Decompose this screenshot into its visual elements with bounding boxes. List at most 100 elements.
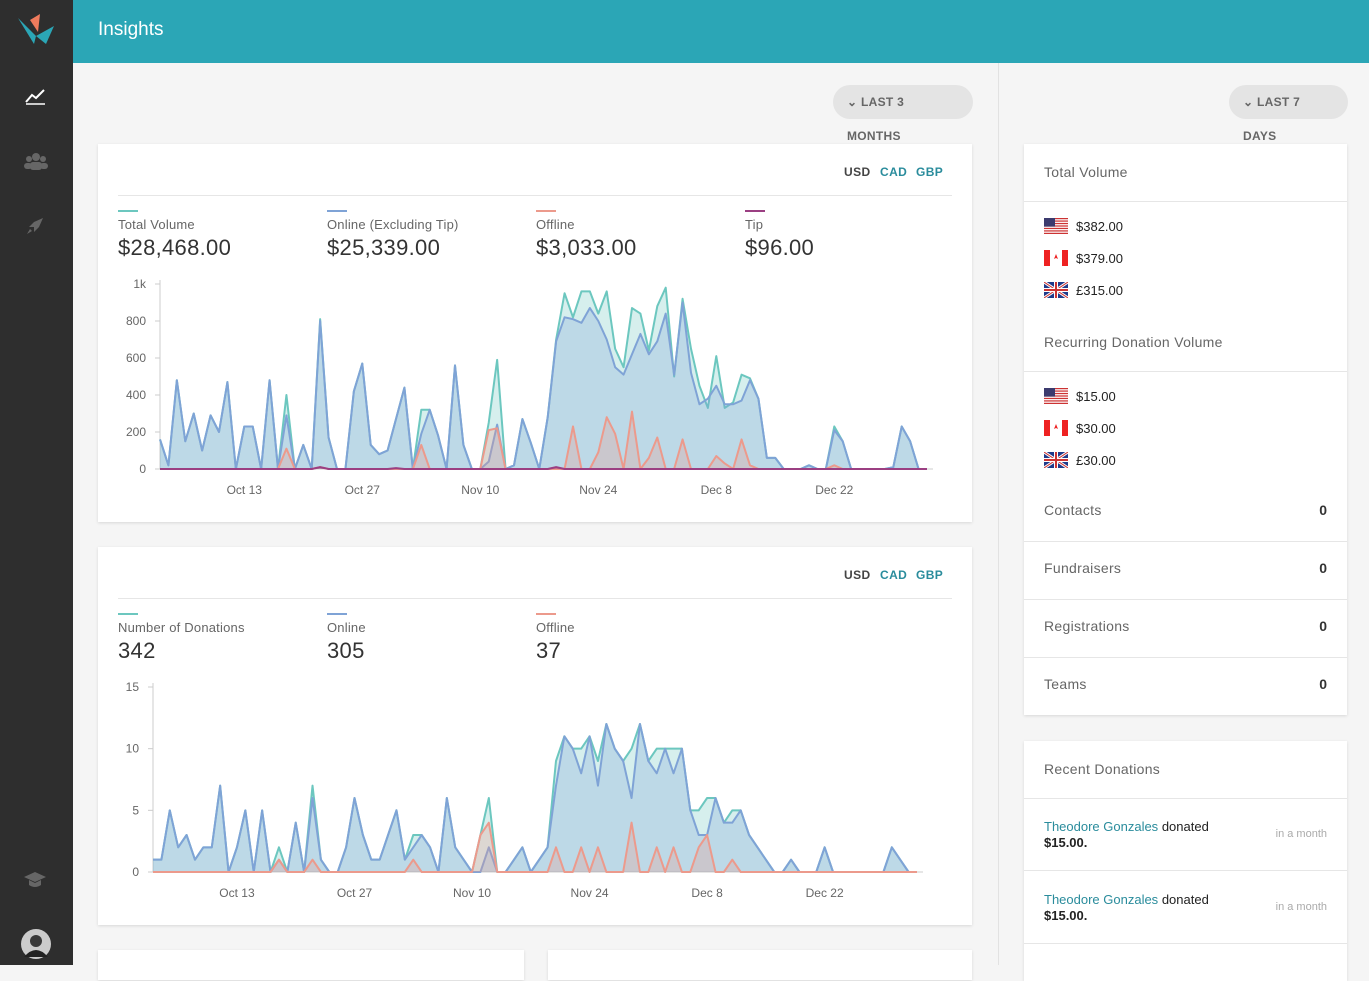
divider (1024, 943, 1347, 944)
total-value: $25,339.00 (327, 235, 441, 260)
donation-time: in a month (1275, 901, 1327, 913)
x-tick-label: Oct 13 (227, 483, 263, 497)
donor-link[interactable]: Theodore Gonzales (1044, 892, 1159, 907)
divider (1024, 657, 1347, 658)
flag (1044, 388, 1068, 404)
total-value: $28,468.00 (118, 235, 232, 260)
divider (1024, 371, 1347, 372)
series-line (160, 466, 927, 470)
currency-row: $382.00 (1044, 218, 1123, 234)
total-value: 342 (118, 638, 156, 663)
panel-title: Recent Donations (1044, 761, 1161, 777)
divider (1024, 201, 1347, 202)
count-label: Registrations (1044, 618, 1130, 634)
y-tick-label: 10 (126, 742, 140, 756)
legend-swatch (745, 210, 765, 212)
contacts-icon[interactable] (24, 152, 48, 170)
divider (1024, 599, 1347, 600)
legend-swatch (118, 210, 138, 212)
y-tick-label: 5 (132, 803, 139, 817)
summary-panel: Total Volume $382.00 $379.00 £315.00 Recur… (1024, 144, 1347, 715)
currency-toggle[interactable]: USD (844, 165, 871, 179)
y-tick-label: 200 (126, 425, 146, 439)
area-fill (160, 287, 927, 469)
chart: 0 5 10 15 Oct 13 Oct 27 Nov 10 Nov 24 Dec 8 Dec 2… (126, 680, 923, 900)
x-tick-label: Dec 8 (691, 886, 723, 900)
recent-donations: Recent Donations Theodore Gonzales donat… (1024, 741, 1347, 981)
legend-label: Online (Excluding Tip) (327, 217, 459, 232)
amount: $15.00 (1076, 388, 1116, 404)
currency-toggle[interactable]: USD (844, 568, 871, 582)
side-range-filter[interactable]: ⌄ LAST 7 DAYS (1229, 85, 1348, 143)
currency-toggle[interactable]: GBP (916, 165, 944, 179)
learn-icon[interactable] (24, 872, 46, 888)
amount: $30.00 (1076, 420, 1116, 436)
flag (1044, 452, 1068, 468)
donation-amount: $15.00. (1044, 908, 1088, 923)
panel-title: Total Volume (1044, 164, 1128, 180)
legend-label: Offline (536, 217, 575, 232)
divider (118, 598, 952, 599)
count-label: Contacts (1044, 502, 1102, 518)
column-divider (998, 63, 999, 965)
range-filter[interactable]: ⌄ LAST 3 MONTHS (833, 85, 973, 143)
avatar[interactable] (21, 929, 51, 959)
currency-row: $30.00 (1044, 420, 1116, 436)
amount: $379.00 (1076, 250, 1123, 266)
series-line (159, 301, 927, 470)
area-fill (153, 724, 917, 872)
legend-label: Online (327, 620, 366, 635)
total-value: 37 (536, 638, 562, 663)
total-value: $96.00 (745, 235, 815, 260)
donation-verb: donated (1161, 892, 1209, 907)
x-tick-label: Oct 13 (219, 886, 255, 900)
y-tick-label: 400 (126, 388, 146, 402)
donations-card: USD CAD GBP Number of Donations 342 Online 305… (98, 547, 972, 925)
currency-toggle[interactable]: CAD (880, 568, 908, 582)
card (98, 950, 524, 980)
x-tick-label: Dec 22 (815, 483, 853, 497)
y-tick-label: 0 (132, 865, 139, 879)
y-tick-label: 800 (126, 314, 146, 328)
insights-icon[interactable] (25, 87, 47, 105)
volume-card: USD CAD GBP Total Volume $28,468.00 Online (E… (98, 144, 972, 522)
total-value: $3,033.00 (536, 235, 637, 260)
count-value: 0 (1319, 618, 1327, 634)
currency-row: $379.00 (1044, 250, 1123, 266)
series-line (153, 821, 917, 873)
x-tick-label: Nov 24 (579, 483, 617, 497)
logo[interactable] (16, 14, 56, 46)
side-range-filter-label: LAST 7 DAYS (1243, 95, 1301, 143)
legend-swatch (536, 210, 556, 212)
currency-toggle[interactable]: GBP (916, 568, 944, 582)
card (548, 950, 972, 980)
donation-text: Theodore Gonzales donated $15.00. (1044, 819, 1244, 851)
series-line (153, 723, 917, 873)
currency-toggle[interactable]: CAD (880, 165, 908, 179)
range-filter-label: LAST 3 MONTHS (847, 95, 905, 143)
legend-label: Total Volume (118, 217, 195, 232)
donation-amount: $15.00. (1044, 835, 1088, 850)
legend-swatch (327, 613, 347, 615)
campaigns-icon[interactable] (26, 217, 44, 235)
y-tick-label: 15 (126, 680, 140, 694)
count-value: 0 (1319, 502, 1327, 518)
panel-title: Recurring Donation Volume (1044, 334, 1223, 350)
amount: £30.00 (1076, 452, 1116, 468)
y-tick-label: 1k (133, 277, 147, 291)
currency-row: £30.00 (1044, 452, 1116, 468)
flag (1044, 218, 1068, 234)
divider (1024, 798, 1347, 799)
legend-swatch (327, 210, 347, 212)
amount: $382.00 (1076, 218, 1123, 234)
flag (1044, 282, 1068, 298)
x-tick-label: Nov 10 (453, 886, 491, 900)
donation-text: Theodore Gonzales donated $15.00. (1044, 892, 1244, 924)
count-label: Teams (1044, 676, 1087, 692)
count-value: 0 (1319, 560, 1327, 576)
divider (1024, 541, 1347, 542)
chart: 0 200 400 600 800 1k Oct 13 Oct 27 Nov 10 Nov 24 D… (126, 277, 933, 497)
legend-swatch (118, 613, 138, 615)
flag (1044, 250, 1068, 266)
donor-link[interactable]: Theodore Gonzales (1044, 819, 1159, 834)
